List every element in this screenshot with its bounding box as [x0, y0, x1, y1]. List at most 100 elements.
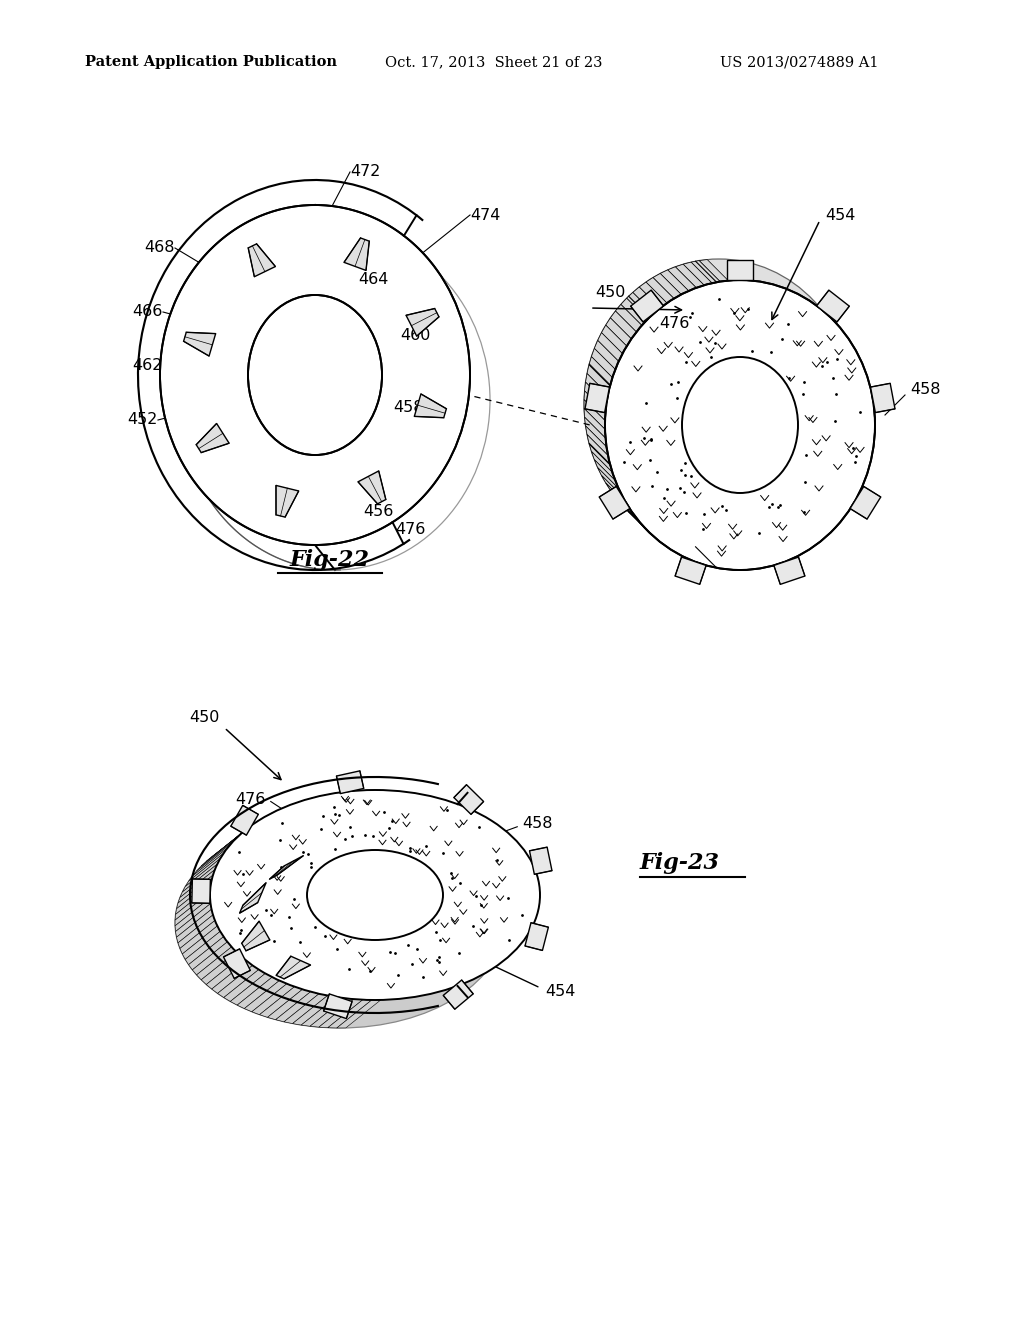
Polygon shape [585, 383, 609, 413]
Polygon shape [615, 305, 642, 333]
Polygon shape [525, 923, 549, 950]
Polygon shape [278, 913, 314, 942]
Polygon shape [332, 940, 370, 968]
Ellipse shape [682, 356, 798, 492]
Polygon shape [259, 801, 302, 832]
Ellipse shape [307, 850, 443, 940]
Polygon shape [324, 939, 362, 968]
Polygon shape [699, 260, 728, 281]
Ellipse shape [272, 878, 408, 968]
Polygon shape [335, 850, 374, 878]
Polygon shape [584, 408, 605, 438]
Polygon shape [307, 854, 345, 883]
Polygon shape [272, 899, 307, 929]
Polygon shape [660, 269, 689, 294]
Polygon shape [280, 915, 315, 945]
Text: 456: 456 [362, 504, 393, 520]
Polygon shape [339, 850, 378, 878]
Ellipse shape [584, 259, 854, 549]
Polygon shape [313, 853, 352, 882]
Polygon shape [653, 531, 681, 556]
Polygon shape [699, 548, 728, 569]
Text: 460: 460 [400, 327, 430, 342]
Polygon shape [627, 510, 653, 536]
Text: Fig-22: Fig-22 [290, 549, 370, 572]
Polygon shape [660, 535, 689, 560]
Polygon shape [287, 923, 325, 953]
Polygon shape [276, 486, 299, 517]
Polygon shape [358, 471, 386, 504]
Polygon shape [210, 789, 540, 1001]
Polygon shape [621, 298, 647, 326]
Text: 466: 466 [133, 305, 163, 319]
Text: 454: 454 [825, 207, 855, 223]
Polygon shape [182, 925, 220, 960]
Text: 462: 462 [227, 846, 257, 861]
Polygon shape [183, 333, 216, 356]
Polygon shape [223, 949, 250, 978]
Polygon shape [176, 909, 213, 942]
Text: 458: 458 [393, 400, 424, 416]
Polygon shape [337, 771, 364, 793]
Polygon shape [339, 940, 378, 968]
Polygon shape [321, 851, 359, 880]
Text: 452: 452 [190, 882, 221, 898]
Polygon shape [275, 879, 311, 909]
Polygon shape [586, 374, 608, 403]
Text: 464: 464 [358, 272, 388, 288]
Polygon shape [281, 917, 317, 948]
Polygon shape [675, 557, 707, 585]
Polygon shape [285, 921, 323, 952]
Polygon shape [683, 544, 712, 566]
Polygon shape [212, 825, 253, 857]
Polygon shape [245, 807, 287, 837]
Text: Patent Application Publication: Patent Application Publication [85, 55, 337, 69]
Polygon shape [267, 799, 310, 829]
Polygon shape [606, 483, 632, 511]
Polygon shape [283, 919, 319, 949]
Text: 474: 474 [470, 207, 501, 223]
Polygon shape [274, 906, 310, 936]
Polygon shape [252, 983, 295, 1015]
Polygon shape [653, 273, 681, 298]
Polygon shape [675, 264, 705, 288]
Polygon shape [292, 927, 330, 957]
Polygon shape [415, 393, 446, 417]
Polygon shape [275, 991, 319, 1022]
Polygon shape [589, 444, 612, 473]
Polygon shape [285, 867, 323, 896]
Polygon shape [691, 546, 720, 569]
Ellipse shape [248, 294, 382, 455]
Text: 476: 476 [236, 792, 266, 807]
Polygon shape [610, 490, 637, 517]
Polygon shape [585, 381, 606, 412]
Polygon shape [304, 855, 342, 884]
Polygon shape [344, 238, 370, 271]
Polygon shape [272, 902, 308, 932]
Polygon shape [337, 1001, 381, 1028]
Polygon shape [206, 829, 247, 862]
Text: 458: 458 [522, 816, 553, 832]
Polygon shape [224, 969, 265, 1002]
Polygon shape [272, 896, 307, 927]
Polygon shape [212, 961, 253, 994]
Polygon shape [197, 946, 237, 979]
Polygon shape [328, 999, 372, 1028]
Polygon shape [610, 312, 637, 339]
Polygon shape [287, 865, 325, 895]
Polygon shape [454, 784, 483, 814]
Polygon shape [317, 937, 355, 966]
Polygon shape [592, 348, 615, 378]
Polygon shape [310, 998, 354, 1027]
Polygon shape [318, 999, 362, 1028]
Polygon shape [589, 356, 612, 385]
Polygon shape [850, 487, 881, 519]
Polygon shape [598, 467, 623, 496]
Text: US 2013/0274889 A1: US 2013/0274889 A1 [720, 55, 879, 69]
Polygon shape [332, 850, 370, 878]
Polygon shape [646, 525, 674, 552]
Polygon shape [627, 293, 653, 319]
Polygon shape [284, 795, 328, 824]
Polygon shape [587, 364, 610, 395]
Text: 476: 476 [395, 523, 425, 537]
